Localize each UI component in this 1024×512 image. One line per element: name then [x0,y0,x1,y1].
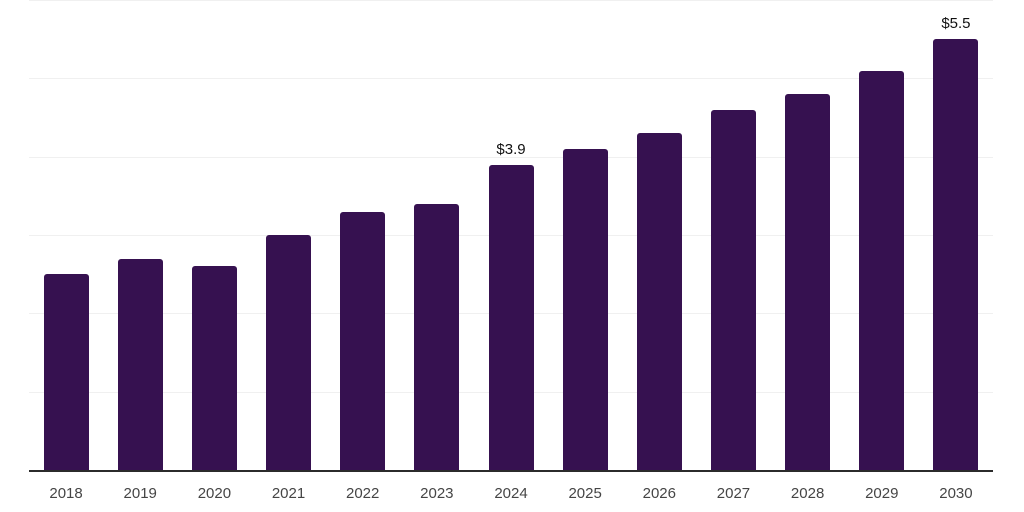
x-tick-label-2020: 2020 [197,485,232,502]
x-tick-label-2026: 2026 [642,485,676,502]
bar-2022 [340,211,386,470]
bar-2028 [785,94,831,470]
bar-2021 [266,235,312,470]
bar-2029 [859,70,905,470]
bar-2025 [562,148,608,470]
x-tick-label-2022: 2022 [346,485,380,502]
x-tick-label-2030: 2030 [939,485,973,502]
bar-2030 [933,39,979,470]
bar-2026 [636,133,682,470]
bar-2023 [414,203,460,470]
x-tick-label-2028: 2028 [790,485,825,502]
x-tick-label-2027: 2027 [716,485,751,502]
gridline [29,78,993,80]
x-tick-label-2019: 2019 [123,485,157,502]
gridline [29,0,993,1]
bar-2018 [43,274,89,470]
x-tick-label-2024: 2024 [494,485,528,502]
bar-2027 [710,109,756,470]
x-tick-label-2023: 2023 [420,485,454,502]
x-axis: 2018 2019 2020 2021 2022 2023 2024 2025 2026 2027… [29,472,993,512]
x-tick-label-2021: 2021 [271,485,306,502]
bar-2024 [488,164,534,470]
x-tick-label-2018: 2018 [49,485,83,502]
bar-2020 [191,266,237,470]
bar-value-label-2024: $3.9 [496,140,526,158]
plot-area: $3.9 $5.5 [29,0,993,472]
bar-value-label-2030: $5.5 [941,15,971,33]
bar-2019 [117,258,163,470]
gridline [29,156,993,158]
x-tick-label-2025: 2025 [568,485,602,502]
x-tick-label-2029: 2029 [865,485,899,502]
